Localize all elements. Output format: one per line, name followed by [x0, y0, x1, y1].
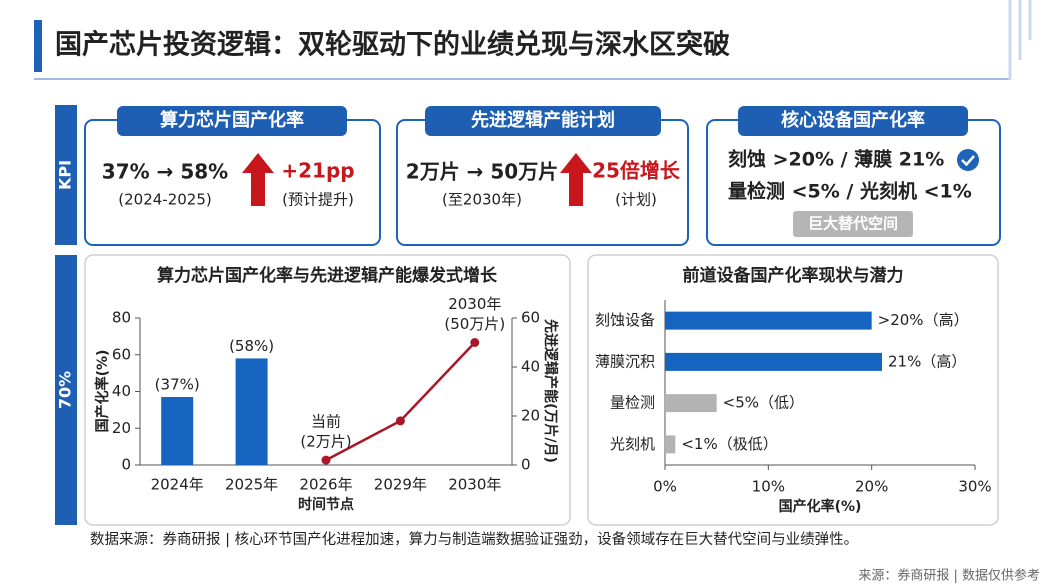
- y2-axis-label: 先进逻辑产能(万片/月): [542, 319, 559, 463]
- x-tick-label: 2024年: [151, 476, 204, 494]
- bar: [665, 435, 676, 454]
- y2-tick-label: 60: [521, 309, 540, 327]
- kpi-main: 37% → 58%: [102, 160, 228, 184]
- x-axis-label: 国产化率(%): [779, 498, 862, 515]
- y-tick-label: 40: [112, 382, 131, 400]
- kpi-title: 核心设备国产化率: [781, 109, 925, 131]
- kpi-pill: [117, 106, 347, 136]
- up-arrow: [560, 153, 592, 206]
- y-tick-label: 薄膜沉积: [595, 352, 655, 370]
- x-tick-label: 20%: [855, 478, 888, 496]
- value-label: <1%（极低）: [681, 435, 777, 453]
- kpi-main: 2万片 → 50万片: [406, 160, 558, 184]
- kpi-title: 算力芯片国产化率: [160, 109, 304, 131]
- side-box: [55, 255, 77, 525]
- page-title: 国产芯片投资逻辑：双轮驱动下的业绩兑现与深水区突破: [55, 29, 730, 61]
- y-tick-label: 60: [112, 345, 131, 363]
- kpi-note: (预计提升): [282, 191, 354, 209]
- annotation: (2万片): [300, 433, 351, 451]
- value-label: (58%): [229, 337, 274, 355]
- decor: [1008, 0, 1032, 80]
- y-tick-label: 量检测: [610, 394, 655, 412]
- side-label: 70%: [56, 371, 75, 409]
- y-tick-label: 刻蚀设备: [595, 311, 655, 329]
- footnote: 数据来源：券商研报 | 核心环节国产化进程加速，算力与制造端数据验证强劲，设备领…: [90, 531, 858, 548]
- bar: [665, 394, 717, 413]
- bar: [665, 311, 872, 330]
- y-tick-label: 0: [121, 456, 131, 474]
- chart-panel: [587, 254, 999, 526]
- kpi-pill: [738, 106, 968, 136]
- kpi-pill: [425, 106, 661, 136]
- value-label: (37%): [155, 376, 200, 394]
- kpi-change: 25倍增长: [592, 159, 681, 183]
- kpi-line: 量检测 <5% / 光刻机 <1%: [728, 180, 972, 203]
- kpi-tag-text: 巨大替代空间: [808, 215, 898, 233]
- source: 来源：券商研报 | 数据仅供参考: [858, 568, 1040, 584]
- title-bar: [34, 20, 42, 72]
- chart-title: 前道设备国产化率现状与潜力: [683, 265, 904, 286]
- y2-tick-label: 0: [521, 456, 531, 474]
- x-tick-label: 0%: [653, 478, 677, 496]
- x-tick-label: 30%: [958, 478, 991, 496]
- x-axis-label: 时间节点: [298, 496, 354, 513]
- x-tick-label: 2029年: [374, 476, 427, 494]
- check-mark: [961, 155, 975, 167]
- annotation: 2030年: [448, 295, 501, 313]
- kpi-note: (计划): [615, 191, 657, 209]
- annotation: (50万片): [444, 315, 505, 333]
- y2-tick-label: 20: [521, 407, 540, 425]
- y2-tick-label: 40: [521, 358, 540, 376]
- chart-panel: [84, 254, 571, 526]
- y-tick-label: 80: [112, 309, 131, 327]
- bar: [665, 352, 882, 371]
- kpi-line: 刻蚀 >20% / 薄膜 21%: [728, 148, 944, 171]
- line-point: [470, 338, 480, 347]
- title-rule: [34, 78, 1009, 80]
- kpi-title: 先进逻辑产能计划: [471, 109, 615, 131]
- chart-title: 算力芯片国产化率与先进逻辑产能爆发式增长: [156, 265, 498, 286]
- x-tick-label: 10%: [752, 478, 785, 496]
- side-box: [55, 105, 77, 245]
- value-label: <5%（低）: [723, 394, 804, 412]
- x-tick-label: 2030年: [448, 476, 501, 494]
- line-point: [395, 416, 405, 426]
- side-label: KPI: [56, 160, 75, 190]
- up-arrow: [242, 153, 274, 206]
- kpi-sub: (2024-2025): [118, 191, 211, 209]
- y-tick-label: 光刻机: [610, 435, 655, 453]
- kpi-sub: (至2030年): [442, 191, 522, 209]
- annotation: 当前: [311, 413, 341, 431]
- y-axis-label: 国产化率(%): [94, 350, 111, 433]
- x-tick-label: 2026年: [299, 476, 352, 494]
- value-label: 21%（高）: [888, 352, 966, 370]
- y-tick-label: 20: [112, 419, 131, 437]
- kpi-tag: [793, 211, 913, 237]
- bar: [161, 397, 194, 465]
- value-label: >20%（高）: [878, 311, 969, 329]
- check-icon: [957, 149, 979, 171]
- bar: [235, 358, 268, 465]
- kpi-change: +21pp: [281, 159, 354, 183]
- line-point: [321, 455, 331, 465]
- x-tick-label: 2025年: [225, 476, 278, 494]
